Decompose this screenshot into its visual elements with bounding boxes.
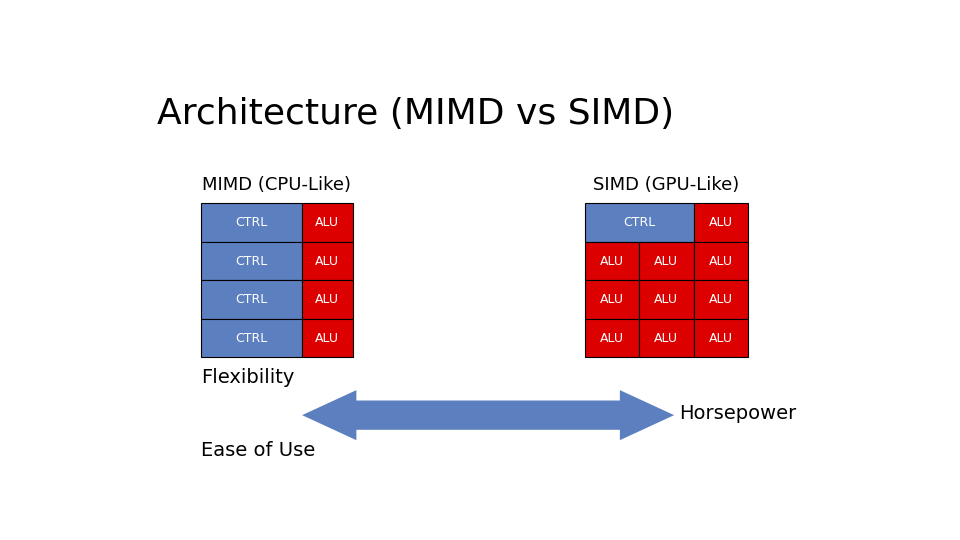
Text: ALU: ALU [315,216,339,229]
Text: CTRL: CTRL [235,255,268,268]
Bar [693,280,748,319]
Text: ALU: ALU [315,293,339,306]
Bar [693,204,748,242]
Bar [202,242,302,280]
Text: CTRL: CTRL [235,293,268,306]
Bar [639,319,693,357]
Text: ALU: ALU [600,293,624,306]
Text: CTRL: CTRL [235,216,268,229]
Bar [693,242,748,280]
Text: ALU: ALU [315,332,339,345]
Text: ALU: ALU [655,293,679,306]
Polygon shape [302,390,674,440]
Text: CTRL: CTRL [623,216,656,229]
Text: ALU: ALU [655,255,679,268]
Text: ALU: ALU [708,216,732,229]
Text: Architecture (MIMD vs SIMD): Architecture (MIMD vs SIMD) [157,97,674,131]
Text: ALU: ALU [708,332,732,345]
Bar [585,319,639,357]
Text: ALU: ALU [708,255,732,268]
Bar [302,242,352,280]
Text: SIMD (GPU-Like): SIMD (GPU-Like) [593,176,739,194]
Bar [639,242,693,280]
Text: ALU: ALU [655,332,679,345]
Bar [302,319,352,357]
Bar [202,204,302,242]
Text: ALU: ALU [315,255,339,268]
Text: Ease of Use: Ease of Use [202,441,316,460]
Bar [202,319,302,357]
Text: MIMD (CPU-Like): MIMD (CPU-Like) [203,176,351,194]
Text: ALU: ALU [600,255,624,268]
Bar [693,319,748,357]
Bar [202,280,302,319]
Text: Flexibility: Flexibility [202,368,295,387]
Text: CTRL: CTRL [235,332,268,345]
Bar [639,280,693,319]
Bar [585,242,639,280]
Bar [302,280,352,319]
Bar [302,204,352,242]
Text: ALU: ALU [600,332,624,345]
Bar [585,280,639,319]
Text: Horsepower: Horsepower [680,404,797,423]
Text: ALU: ALU [708,293,732,306]
Bar [585,204,693,242]
